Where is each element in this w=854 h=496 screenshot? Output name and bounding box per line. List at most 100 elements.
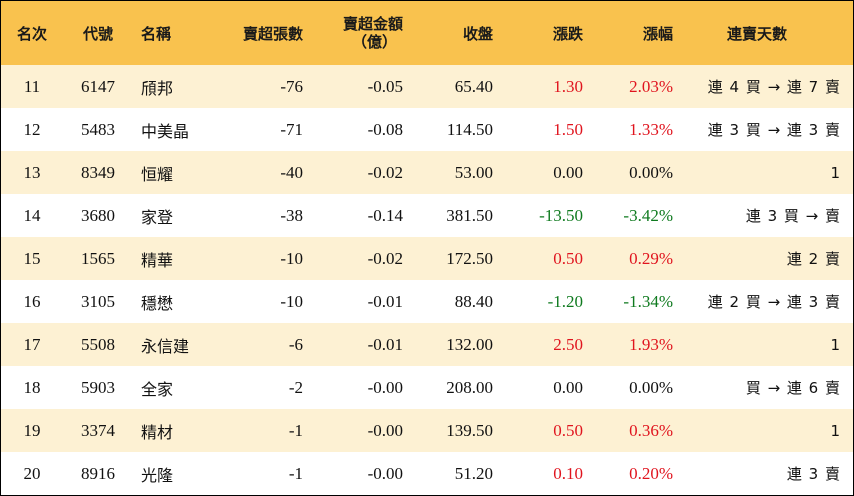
rank-cell: 13 <box>23 162 41 182</box>
rank-cell: 15 <box>23 248 41 268</box>
change-cell: 1.30 <box>553 76 583 96</box>
sell-lots-cell: -71 <box>280 119 303 139</box>
sell-lots-cell: -10 <box>280 291 303 311</box>
header-name: 名稱 <box>141 24 172 43</box>
sell-lots-cell: -76 <box>280 76 303 96</box>
close-cell: 114.50 <box>446 119 493 139</box>
change-cell: 2.50 <box>553 334 583 354</box>
sell-amount-cell: -0.00 <box>367 420 403 440</box>
change-pct-cell: 1.93% <box>629 334 673 354</box>
consecutive-days-cell: 1 <box>830 335 841 354</box>
header-sell-amount: 賣超金額 （億） <box>303 1 403 65</box>
close-cell: 51.20 <box>454 463 493 483</box>
header-close: 收盤 <box>462 24 493 43</box>
sell-amount-cell: -0.02 <box>367 162 403 182</box>
consecutive-days-cell: 連 3 買 → 連 3 賣 <box>707 121 841 139</box>
header-code: 代號 <box>82 24 113 43</box>
name-cell: 穩懋 <box>141 293 174 313</box>
consecutive-days-cell: 連 3 買 → 賣 <box>745 207 841 225</box>
sell-amount-cell: -0.08 <box>367 119 403 139</box>
header-rank: 名次 <box>16 24 47 43</box>
table-row: 17 5508 永信建 -6 -0.01 132.00 2.50 1.93% 1 <box>1 323 853 366</box>
code-cell: 5483 <box>81 119 115 139</box>
sell-lots-cell: -1 <box>288 463 303 483</box>
change-cell: 0.10 <box>553 463 583 483</box>
change-cell: 0.00 <box>553 377 583 397</box>
header-consecutive-days: 連賣天數 <box>726 24 787 43</box>
change-cell: 0.50 <box>553 420 583 440</box>
change-pct-cell: 0.29% <box>629 248 673 268</box>
change-cell: 0.50 <box>553 248 583 268</box>
header-change: 漲跌 <box>552 24 583 43</box>
rank-cell: 14 <box>23 205 41 225</box>
name-cell: 恒耀 <box>141 164 174 184</box>
rank-cell: 16 <box>23 291 41 311</box>
change-cell: -13.50 <box>539 205 583 225</box>
table-row: 18 5903 全家 -2 -0.00 208.00 0.00 0.00% 買 → 連 6 賣 <box>1 366 853 409</box>
table-row: 20 8916 光隆 -1 -0.00 51.20 0.10 0.20% 連 3 賣 <box>1 452 853 495</box>
close-cell: 208.00 <box>446 377 493 397</box>
table-row: 15 1565 精華 -10 -0.02 172.50 0.50 0.29% 連 2 賣 <box>1 237 853 280</box>
name-cell: 全家 <box>141 379 174 399</box>
header-sell-lots: 賣超張數 <box>242 24 303 43</box>
sell-amount-cell: -0.02 <box>367 248 403 268</box>
sell-lots-cell: -2 <box>288 377 303 397</box>
name-cell: 永信建 <box>141 336 190 356</box>
rank-cell: 20 <box>23 463 41 483</box>
change-pct-cell: -1.34% <box>623 291 673 311</box>
table-row: 11 6147 頎邦 -76 -0.05 65.40 1.30 2.03% 連 4 買 → 連 … <box>1 65 853 108</box>
code-cell: 6147 <box>81 76 115 96</box>
consecutive-days-cell: 1 <box>830 421 841 440</box>
rank-cell: 17 <box>23 334 41 354</box>
code-cell: 5508 <box>81 334 115 354</box>
sell-lots-cell: -38 <box>280 205 303 225</box>
consecutive-days-cell: 買 → 連 6 賣 <box>745 379 841 397</box>
code-cell: 1565 <box>81 248 115 268</box>
consecutive-days-cell: 連 2 賣 <box>786 250 841 268</box>
consecutive-days-cell: 1 <box>830 163 841 182</box>
change-pct-cell: 0.00% <box>629 377 673 397</box>
close-cell: 53.00 <box>454 162 493 182</box>
header-sell-amount-label: 賣超金額 <box>342 15 403 33</box>
code-cell: 3680 <box>81 205 115 225</box>
close-cell: 172.50 <box>446 248 493 268</box>
sell-amount-cell: -0.01 <box>367 291 403 311</box>
sell-amount-cell: -0.14 <box>367 205 403 225</box>
sell-lots-cell: -10 <box>280 248 303 268</box>
rank-cell: 11 <box>23 76 41 96</box>
sell-lots-cell: -1 <box>288 420 303 440</box>
sell-amount-cell: -0.00 <box>367 463 403 483</box>
change-pct-cell: 2.03% <box>629 76 673 96</box>
change-cell: -1.20 <box>547 291 583 311</box>
close-cell: 381.50 <box>446 205 493 225</box>
sell-amount-cell: -0.00 <box>367 377 403 397</box>
change-pct-cell: -3.42% <box>623 205 673 225</box>
name-cell: 中美晶 <box>141 121 190 141</box>
change-pct-cell: 1.33% <box>629 119 673 139</box>
table-row: 19 3374 精材 -1 -0.00 139.50 0.50 0.36% 1 <box>1 409 853 452</box>
close-cell: 132.00 <box>446 334 493 354</box>
sell-lots-cell: -40 <box>280 162 303 182</box>
table-row: 12 5483 中美晶 -71 -0.08 114.50 1.50 1.33% 連 3 買 → … <box>1 108 853 151</box>
code-cell: 3374 <box>81 420 115 440</box>
name-cell: 精華 <box>141 250 174 270</box>
header-sell-amount-unit: （億） <box>351 33 397 51</box>
change-pct-cell: 0.36% <box>629 420 673 440</box>
name-cell: 頎邦 <box>141 78 174 98</box>
rank-cell: 18 <box>23 377 41 397</box>
name-cell: 精材 <box>141 422 174 442</box>
change-cell: 0.00 <box>553 162 583 182</box>
close-cell: 88.40 <box>454 291 493 311</box>
name-cell: 光隆 <box>141 465 174 485</box>
sell-lots-cell: -6 <box>288 334 303 354</box>
change-pct-cell: 0.20% <box>629 463 673 483</box>
table-row: 13 8349 恒耀 -40 -0.02 53.00 0.00 0.00% 1 <box>1 151 853 194</box>
close-cell: 139.50 <box>446 420 493 440</box>
table-row: 14 3680 家登 -38 -0.14 381.50 -13.50 -3.42% 連 3 買 … <box>1 194 853 237</box>
table-row: 16 3105 穩懋 -10 -0.01 88.40 -1.20 -1.34% 連 2 買 → … <box>1 280 853 323</box>
change-cell: 1.50 <box>553 119 583 139</box>
consecutive-days-cell: 連 2 買 → 連 3 賣 <box>707 293 841 311</box>
table-header: 名次 代號 名稱 賣超張數 賣超金額 （億） 收盤 漲跌 漲幅 連賣天數 <box>1 1 853 65</box>
change-pct-cell: 0.00% <box>629 162 673 182</box>
